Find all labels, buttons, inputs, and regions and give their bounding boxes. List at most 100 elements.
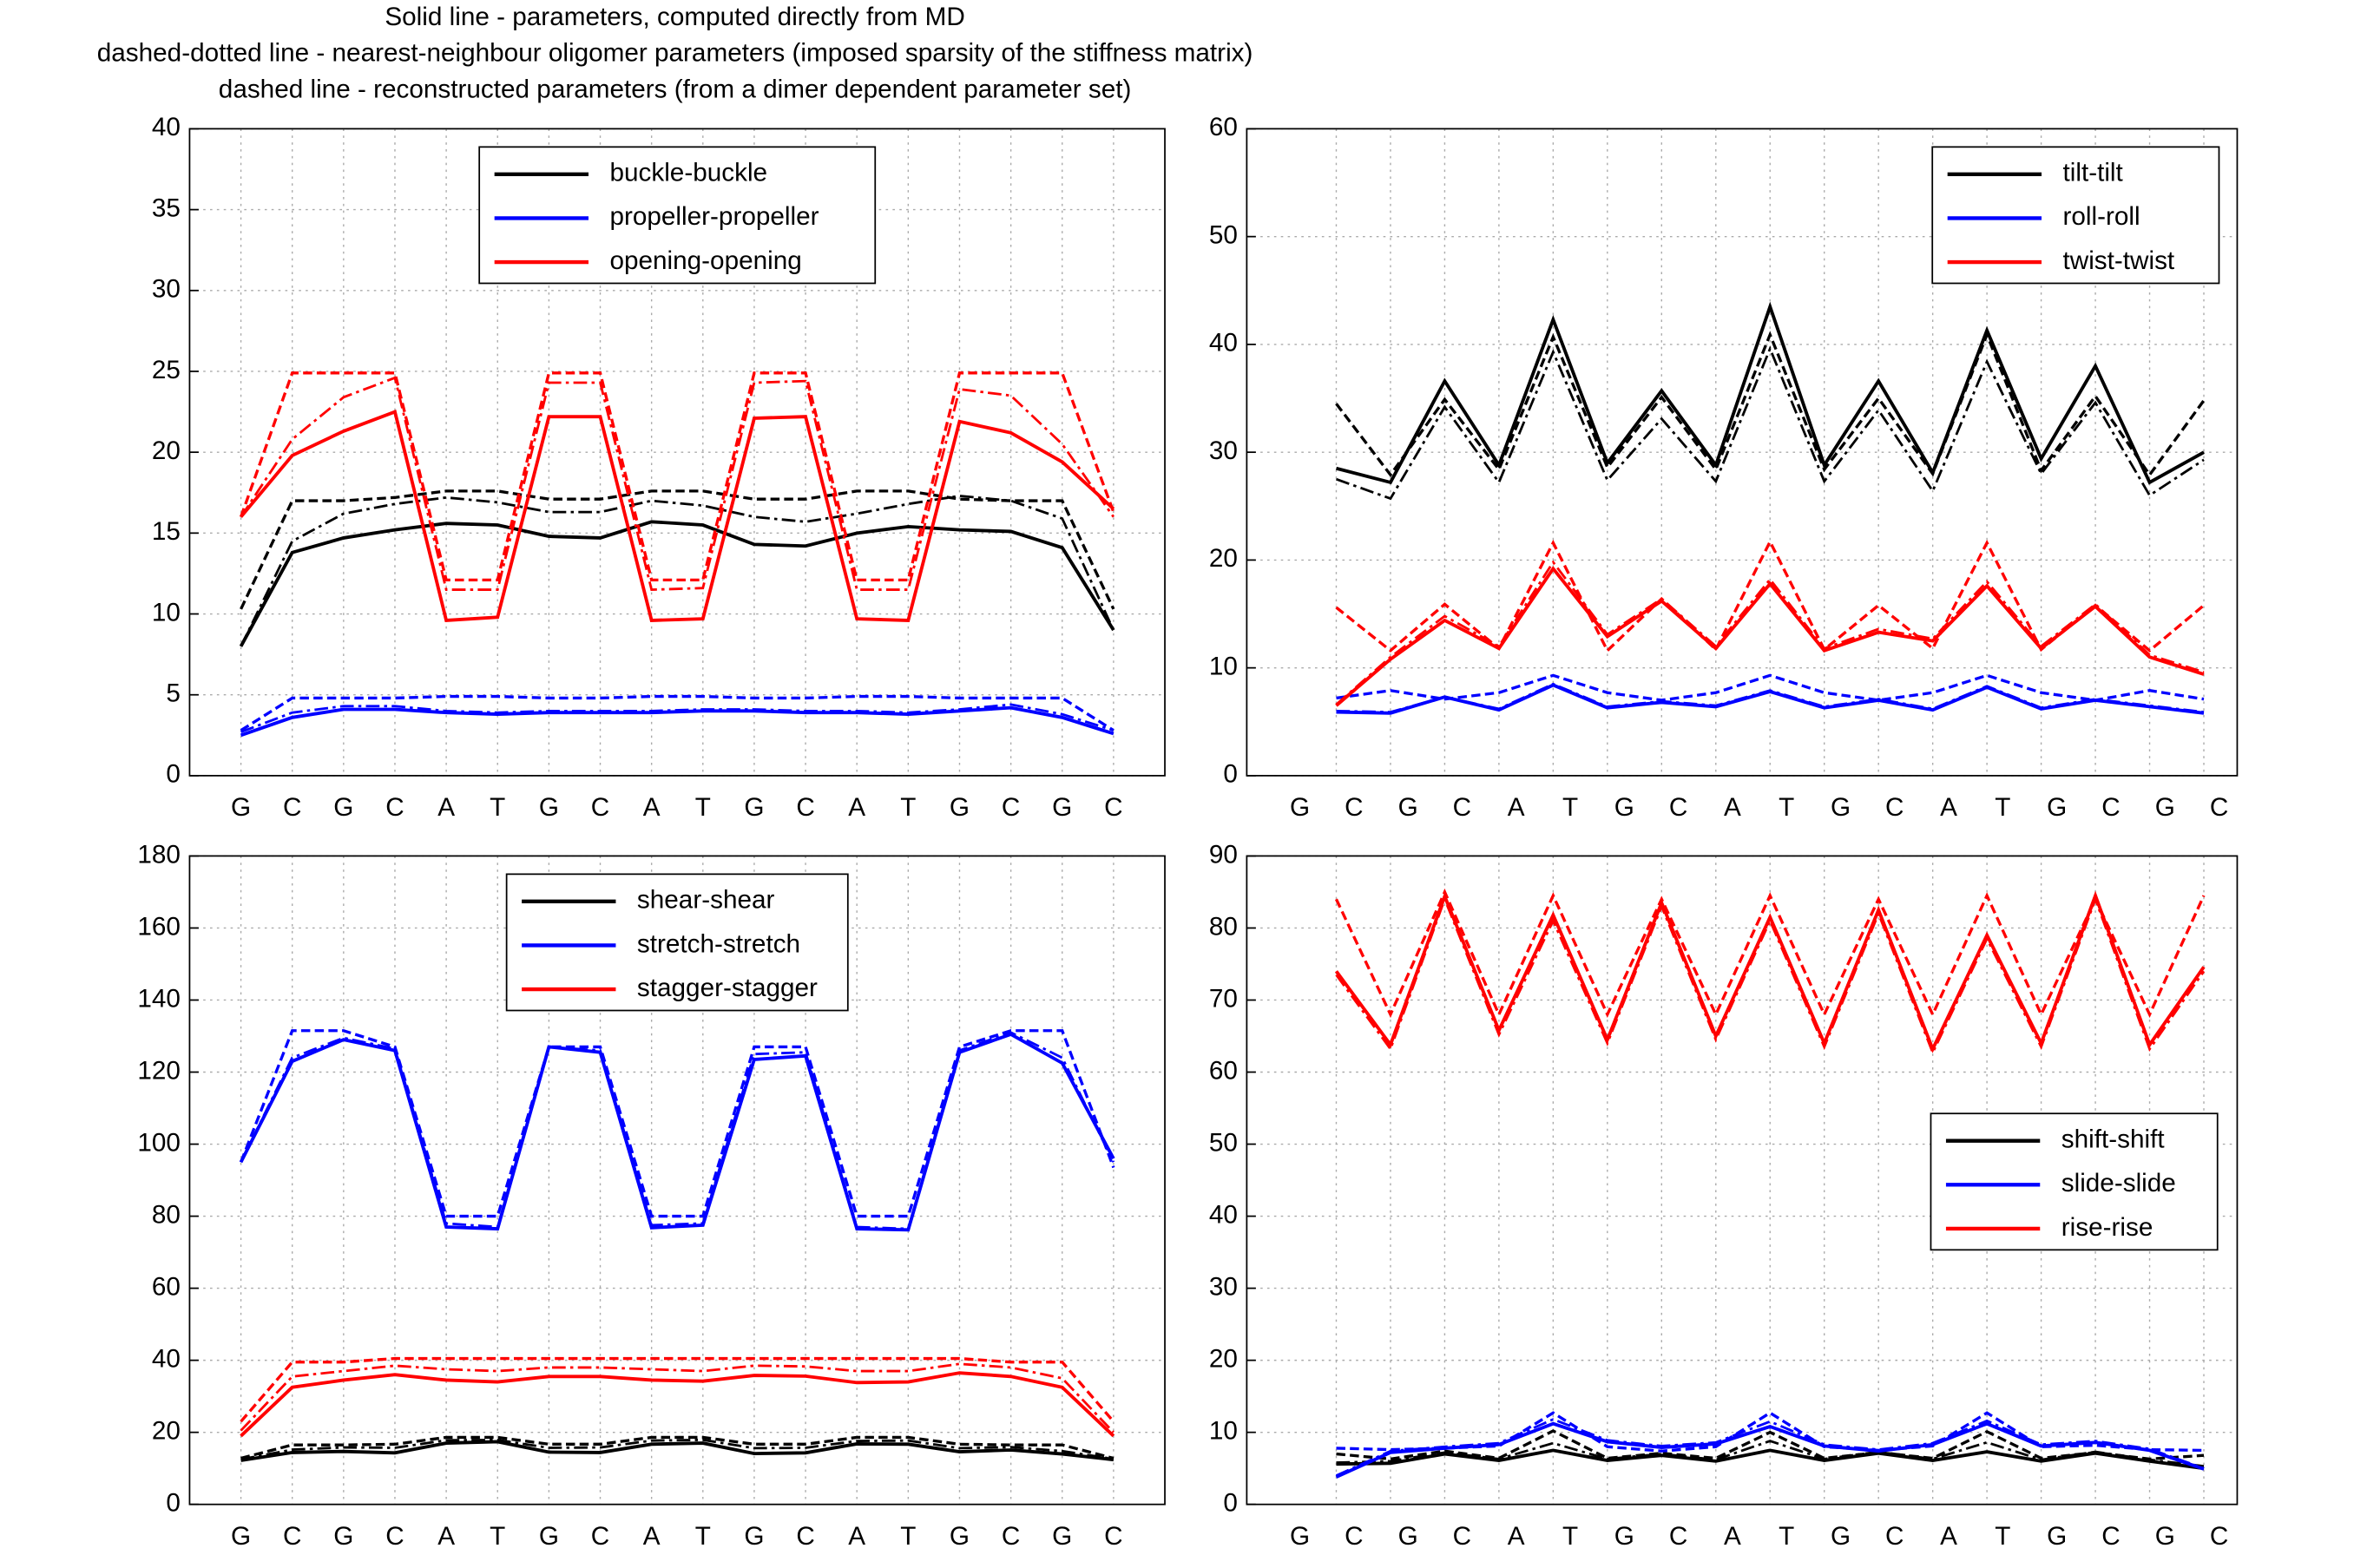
axes-frame — [188, 855, 1166, 1506]
y-tick-label: 10 — [1209, 652, 1238, 680]
x-tick-label: A — [1940, 793, 1957, 822]
y-tick-label: 40 — [152, 1344, 181, 1373]
y-tick-label: 30 — [1209, 436, 1238, 465]
x-tick-label: G — [1614, 1522, 1634, 1551]
line — [240, 703, 1115, 733]
x-tick-label: C — [283, 793, 301, 822]
x-tick-label: T — [1995, 1522, 2010, 1551]
x-tick-label: G — [231, 793, 251, 822]
line — [240, 489, 1115, 610]
x-tick-label: C — [1669, 793, 1687, 822]
line — [1335, 896, 2206, 1056]
legend-label: roll-roll — [2062, 202, 2140, 231]
x-tick-label: G — [2047, 793, 2067, 822]
x-tick-label: C — [796, 793, 814, 822]
x-tick-label: C — [1104, 793, 1122, 822]
y-tick-label: 100 — [137, 1128, 181, 1157]
legend-label: stagger-stagger — [637, 974, 818, 1002]
title-line: dashed-dotted line - nearest-neighbour o… — [97, 39, 1253, 68]
y-tick-label: 0 — [1223, 760, 1238, 789]
x-tick-label: A — [1724, 793, 1741, 822]
x-tick-label: C — [1002, 1522, 1020, 1551]
y-tick-label: 35 — [152, 194, 181, 222]
legend-label: stretch-stretch — [637, 929, 800, 958]
x-tick-label: T — [1995, 793, 2010, 822]
x-tick-label: G — [950, 793, 970, 822]
x-tick-label: G — [1398, 793, 1418, 822]
x-tick-label: T — [1562, 793, 1578, 822]
axes-frame — [188, 128, 1166, 777]
legend-label: propeller-propeller — [609, 202, 819, 231]
y-tick-label: 10 — [1209, 1416, 1238, 1445]
line — [1336, 673, 2205, 702]
x-tick-label: A — [1508, 793, 1525, 822]
x-tick-label: A — [1724, 1522, 1741, 1551]
line — [240, 1371, 1115, 1438]
line — [240, 694, 1115, 732]
x-tick-label: G — [744, 1522, 764, 1551]
legend-label: tilt-tilt — [2062, 159, 2123, 187]
y-tick-label: 0 — [166, 1489, 181, 1518]
y-tick-label: 120 — [137, 1056, 181, 1085]
x-tick-label: G — [1052, 1522, 1072, 1551]
y-tick-label: 140 — [137, 984, 181, 1013]
x-tick-label: G — [1398, 1522, 1418, 1551]
y-tick-label: 20 — [1209, 1344, 1238, 1373]
y-tick-label: 20 — [152, 436, 181, 465]
x-tick-label: G — [333, 1522, 353, 1551]
y-tick-label: 80 — [152, 1200, 181, 1229]
y-tick-label: 20 — [1209, 544, 1238, 573]
x-tick-label: A — [437, 793, 455, 822]
line — [1335, 331, 2206, 478]
axes-frame — [1246, 128, 2239, 777]
x-tick-label: T — [490, 1522, 505, 1551]
line — [239, 1032, 1115, 1232]
legend-label: slide-slide — [2061, 1169, 2176, 1197]
line — [1336, 1448, 2205, 1471]
line — [240, 1438, 1115, 1461]
line — [1335, 1418, 2205, 1477]
legend-label: opening-opening — [609, 246, 801, 275]
line — [1335, 560, 2205, 705]
x-tick-label: C — [1669, 1522, 1687, 1551]
x-tick-label: G — [333, 793, 353, 822]
y-tick-label: 30 — [1209, 1272, 1238, 1301]
y-tick-label: 90 — [1209, 840, 1238, 869]
x-tick-label: C — [1002, 793, 1020, 822]
x-tick-label: G — [2047, 1522, 2067, 1551]
x-tick-label: C — [2210, 793, 2228, 822]
x-tick-label: C — [796, 1522, 814, 1551]
line — [239, 520, 1115, 647]
x-tick-label: T — [1779, 1522, 1794, 1551]
x-tick-label: A — [848, 1522, 865, 1551]
x-tick-label: A — [848, 793, 865, 822]
x-tick-label: C — [591, 1522, 609, 1551]
title-line: Solid line - parameters, computed direct… — [385, 3, 964, 31]
y-tick-label: 15 — [152, 517, 181, 546]
line — [1336, 1429, 2205, 1461]
y-tick-label: 60 — [1209, 113, 1238, 141]
line — [240, 705, 1115, 738]
title-line: dashed line - reconstructed parameters (… — [219, 75, 1132, 104]
x-tick-label: G — [1290, 1522, 1310, 1551]
y-tick-label: 60 — [1209, 1056, 1238, 1085]
y-tick-label: 50 — [1209, 221, 1238, 250]
x-tick-label: A — [643, 1522, 661, 1551]
line — [240, 409, 1115, 622]
x-tick-label: C — [2101, 793, 2120, 822]
x-tick-label: A — [437, 1522, 455, 1551]
line — [240, 1440, 1115, 1462]
x-tick-label: C — [283, 1522, 301, 1551]
legend-label: rise-rise — [2061, 1213, 2153, 1242]
x-tick-label: G — [1831, 793, 1851, 822]
y-tick-label: 40 — [1209, 329, 1238, 358]
line — [240, 495, 1115, 647]
legend-label: shift-shift — [2061, 1125, 2166, 1154]
x-tick-label: C — [1885, 1522, 1904, 1551]
y-tick-label: 0 — [166, 760, 181, 789]
axes-frame — [1246, 855, 2239, 1506]
x-tick-label: C — [1345, 1522, 1363, 1551]
x-tick-label: G — [2155, 793, 2175, 822]
x-tick-label: G — [231, 1522, 251, 1551]
